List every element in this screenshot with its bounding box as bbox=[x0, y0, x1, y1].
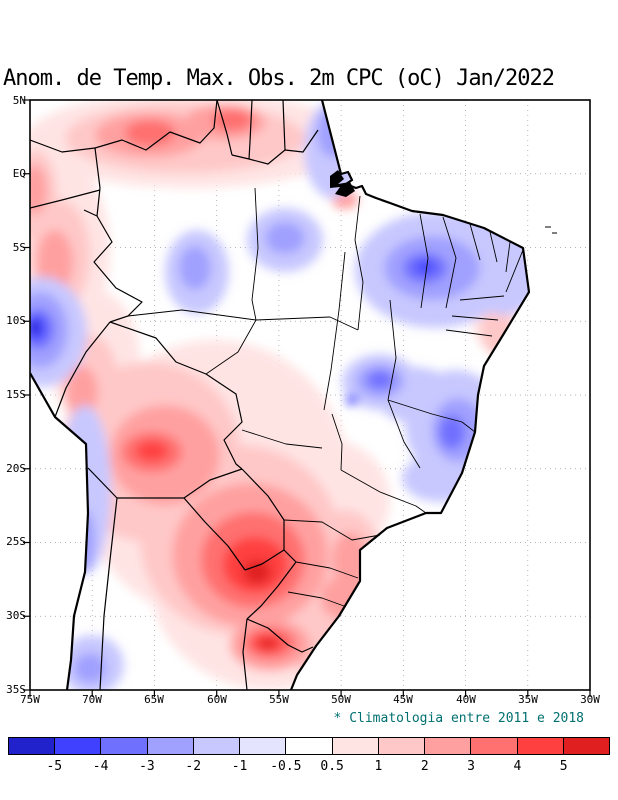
colorbar-segment bbox=[239, 737, 287, 755]
lat-tick-label: 5N bbox=[12, 94, 26, 107]
lon-tick-label: 60W bbox=[207, 693, 227, 706]
colorbar-tick-label: 5 bbox=[559, 759, 568, 774]
colorbar-segment bbox=[516, 737, 564, 755]
colorbar-tick-label: -1 bbox=[231, 759, 248, 774]
colorbar: -5 -4 -3 -2 -1 -0.5 0.5 1 2 3 4 5 bbox=[8, 737, 611, 777]
lon-tick-label: 45W bbox=[393, 693, 413, 706]
lat-tick-label: 25S bbox=[6, 535, 26, 548]
colorbar-segment bbox=[100, 737, 148, 755]
ocean-contour-dashes bbox=[545, 226, 557, 234]
lat-tick-label: EQ bbox=[12, 167, 26, 180]
colorbar-tick-labels: -5 -4 -3 -2 -1 -0.5 0.5 1 2 3 4 5 bbox=[8, 755, 610, 775]
amazon-delta bbox=[330, 170, 355, 197]
colorbar-segment bbox=[562, 737, 611, 755]
colorbar-segment bbox=[192, 737, 241, 755]
climatology-footnote: * Climatologia entre 2011 e 2018 bbox=[333, 711, 584, 726]
lon-tick-label: 30W bbox=[580, 693, 600, 706]
colorbar-tick-label: 3 bbox=[467, 759, 475, 774]
country-borders bbox=[30, 100, 319, 690]
lon-tick-label: 65W bbox=[144, 693, 164, 706]
axis-ticks bbox=[23, 99, 591, 697]
lat-tick-label: 30S bbox=[6, 609, 26, 622]
lon-tick-label: 55W bbox=[269, 693, 289, 706]
lat-tick-label: 10S bbox=[6, 314, 26, 327]
anomaly-field bbox=[30, 100, 529, 690]
colorbar-bar bbox=[8, 737, 611, 755]
colorbar-segment bbox=[331, 737, 379, 755]
colorbar-segment bbox=[54, 737, 102, 755]
state-borders bbox=[127, 187, 524, 607]
colorbar-segment bbox=[8, 737, 56, 755]
colorbar-tick-label: -4 bbox=[92, 759, 109, 774]
colorbar-tick-label: -3 bbox=[139, 759, 155, 774]
page-title: Anom. de Temp. Max. Obs. 2m CPC (oC) Jan… bbox=[3, 66, 555, 91]
colorbar-tick-label: -5 bbox=[46, 759, 63, 774]
lon-tick-label: 70W bbox=[82, 693, 102, 706]
colorbar-tick-label: 2 bbox=[420, 759, 429, 774]
colorbar-tick-label: 4 bbox=[513, 759, 522, 774]
colorbar-tick-label: 1 bbox=[374, 759, 383, 774]
colorbar-tick-label: -2 bbox=[185, 759, 202, 774]
lon-tick-label: 40W bbox=[456, 693, 476, 706]
lat-tick-label: 35S bbox=[6, 683, 26, 696]
colorbar-segment bbox=[424, 737, 472, 755]
colorbar-segment bbox=[146, 737, 194, 755]
colorbar-segment bbox=[285, 737, 333, 755]
lat-tick-label: 20S bbox=[6, 462, 26, 475]
colorbar-segment bbox=[377, 737, 426, 755]
lon-tick-label: 35W bbox=[518, 693, 538, 706]
lon-tick-label: 50W bbox=[331, 693, 351, 706]
lat-tick-label: 5S bbox=[12, 241, 26, 254]
colorbar-tick-label: -0.5 bbox=[270, 759, 302, 774]
colorbar-segment bbox=[470, 737, 518, 755]
lat-tick-label: 15S bbox=[6, 388, 26, 401]
colorbar-tick-label: 0.5 bbox=[320, 759, 344, 774]
coastline bbox=[30, 100, 531, 690]
lon-tick-label: 75W bbox=[20, 693, 40, 706]
